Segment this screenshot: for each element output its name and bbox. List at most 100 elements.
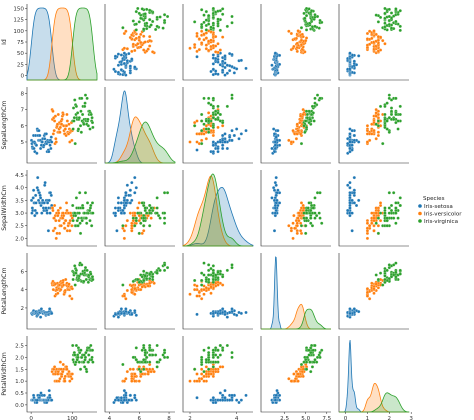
ytick-label-id: 125 (13, 18, 24, 24)
point-iris-versicolor-petalwidthcm-vs-id (70, 377, 74, 381)
point-iris-virginica-sepallengthcm-vs-sepalwidthcm (230, 93, 234, 97)
ytick-label-petallengthcm: 4 (20, 288, 24, 294)
point-iris-virginica-sepalwidthcm-vs-petallengthcm (313, 216, 317, 220)
point-iris-setosa-petalwidthcm-vs-sepallengthcm (133, 396, 137, 400)
point-iris-versicolor-petallengthcm-vs-sepallengthcm (130, 290, 134, 294)
point-iris-versicolor-sepalwidthcm-vs-id (51, 208, 55, 213)
point-iris-setosa-petalwidthcm-vs-id (50, 398, 54, 402)
point-iris-virginica-sepalwidthcm-vs-sepallengthcm (142, 224, 146, 228)
point-iris-virginica-id-vs-petalwidthcm (398, 28, 402, 32)
point-iris-virginica-id-vs-petalwidthcm (394, 7, 398, 11)
point-iris-setosa-sepalwidthcm-vs-petallengthcm (275, 198, 279, 202)
point-iris-setosa-petalwidthcm-vs-sepalwidthcm (244, 393, 248, 397)
point-iris-virginica-petalwidthcm-vs-sepallengthcm (143, 360, 147, 364)
point-iris-virginica-sepallengthcm-vs-petallengthcm (308, 117, 312, 121)
point-iris-virginica-sepalwidthcm-vs-sepallengthcm (155, 206, 159, 210)
point-iris-virginica-sepalwidthcm-vs-sepallengthcm (133, 224, 137, 228)
point-iris-virginica-sepalwidthcm-vs-sepallengthcm (140, 201, 144, 205)
point-iris-virginica-sepallengthcm-vs-id (89, 112, 93, 117)
point-iris-setosa-petallengthcm-vs-sepallengthcm (113, 312, 118, 316)
kde-iris-setosa-sepalwidthcm (182, 186, 254, 247)
point-iris-versicolor-sepallengthcm-vs-petallengthcm (298, 120, 302, 125)
point-iris-setosa-sepalwidthcm-vs-sepallengthcm (127, 193, 131, 197)
point-iris-virginica-id-vs-petalwidthcm (398, 9, 402, 13)
point-iris-virginica-petalwidthcm-vs-petallengthcm (304, 367, 309, 371)
point-iris-setosa-petallengthcm-vs-petalwidthcm (352, 307, 356, 311)
point-iris-virginica-petalwidthcm-vs-sepallengthcm (143, 351, 147, 355)
point-iris-virginica-sepallengthcm-vs-id (76, 127, 81, 131)
point-iris-setosa-sepalwidthcm-vs-sepallengthcm (122, 198, 126, 202)
point-iris-virginica-sepallengthcm-vs-petallengthcm (313, 101, 317, 105)
point-iris-setosa-sepalwidthcm-vs-petalwidthcm (348, 181, 352, 185)
point-iris-versicolor-sepallengthcm-vs-petalwidthcm (370, 122, 374, 126)
point-iris-setosa-petalwidthcm-vs-sepallengthcm (124, 393, 128, 397)
point-iris-virginica-sepallengthcm-vs-id (73, 142, 77, 146)
point-iris-versicolor-petalwidthcm-vs-sepalwidthcm (200, 377, 204, 381)
point-iris-versicolor-petalwidthcm-vs-id (63, 379, 67, 383)
legend-label-iris-versicolor: Iris-versicolor (424, 212, 462, 218)
point-iris-virginica-petalwidthcm-vs-sepalwidthcm (225, 343, 229, 348)
point-iris-setosa-sepalwidthcm-vs-petalwidthcm (350, 229, 354, 233)
point-iris-versicolor-sepalwidthcm-vs-petallengthcm (298, 214, 302, 218)
point-iris-virginica-id-vs-sepalwidthcm (230, 21, 234, 25)
point-iris-setosa-sepalwidthcm-vs-petalwidthcm (350, 198, 354, 202)
point-iris-virginica-sepalwidthcm-vs-petallengthcm (304, 211, 309, 215)
point-iris-virginica-petallengthcm-vs-sepalwidthcm (193, 278, 197, 283)
point-iris-setosa-sepalwidthcm-vs-petallengthcm (274, 193, 278, 197)
point-iris-setosa-sepalwidthcm-vs-id (46, 229, 51, 233)
ytick-label-id: 50 (17, 51, 25, 57)
point-iris-setosa-id-vs-sepallengthcm (133, 65, 137, 69)
point-iris-setosa-sepalwidthcm-vs-id (49, 193, 53, 197)
point-iris-versicolor-sepalwidthcm-vs-id (62, 214, 66, 218)
point-iris-virginica-sepallengthcm-vs-sepalwidthcm (204, 127, 208, 131)
point-iris-virginica-id-vs-sepallengthcm (136, 6, 140, 11)
point-iris-versicolor-id-vs-petalwidthcm (376, 35, 380, 39)
ytick-label-sepallengthcm: 6 (20, 124, 24, 130)
point-iris-setosa-sepalwidthcm-vs-petalwidthcm (352, 191, 356, 195)
point-iris-virginica-sepalwidthcm-vs-id (85, 221, 89, 225)
point-iris-versicolor-petalwidthcm-vs-id (65, 367, 69, 371)
point-iris-virginica-petalwidthcm-vs-petallengthcm (308, 360, 312, 364)
point-iris-versicolor-petalwidthcm-vs-sepallengthcm (128, 367, 132, 371)
point-iris-versicolor-sepallengthcm-vs-id (65, 119, 69, 123)
point-iris-setosa-sepalwidthcm-vs-id (34, 201, 38, 205)
point-iris-virginica-id-vs-petalwidthcm (398, 24, 402, 28)
point-iris-setosa-sepalwidthcm-vs-id (29, 198, 34, 202)
point-iris-setosa-sepallengthcm-vs-sepalwidthcm (218, 140, 222, 144)
point-iris-versicolor-sepallengthcm-vs-sepalwidthcm (221, 124, 225, 128)
point-iris-virginica-sepalwidthcm-vs-petalwidthcm (385, 219, 389, 223)
point-iris-setosa-petalwidthcm-vs-petallengthcm (277, 393, 282, 397)
point-iris-virginica-sepalwidthcm-vs-sepallengthcm (149, 206, 153, 210)
point-iris-virginica-petallengthcm-vs-sepalwidthcm (200, 283, 204, 287)
point-iris-setosa-sepalwidthcm-vs-id (31, 188, 36, 192)
point-iris-versicolor-id-vs-petallengthcm (296, 29, 300, 33)
point-iris-setosa-sepallengthcm-vs-petallengthcm (274, 135, 278, 139)
point-iris-virginica-sepalwidthcm-vs-petallengthcm (317, 211, 321, 215)
point-iris-virginica-id-vs-sepallengthcm (158, 15, 162, 19)
xtick-label-id: 100 (67, 416, 78, 420)
point-iris-virginica-sepallengthcm-vs-id (83, 93, 88, 97)
point-iris-setosa-petallengthcm-vs-sepalwidthcm (232, 312, 236, 316)
xtick-label-sepalwidthcm: 2 (188, 416, 192, 420)
ytick-label-petalwidthcm: 2.0 (15, 355, 24, 361)
point-iris-versicolor-sepalwidthcm-vs-sepallengthcm (122, 229, 126, 233)
point-iris-setosa-petalwidthcm-vs-sepallengthcm (122, 398, 126, 402)
point-iris-versicolor-sepalwidthcm-vs-id (54, 219, 58, 223)
kde-iris-virginica-sepallengthcm (105, 121, 176, 164)
ytick-label-sepalwidthcm: 4.5 (15, 173, 24, 179)
point-iris-versicolor-sepalwidthcm-vs-id (52, 216, 56, 220)
point-iris-versicolor-sepallengthcm-vs-petalwidthcm (376, 133, 380, 138)
point-iris-versicolor-id-vs-sepalwidthcm (204, 43, 208, 47)
point-iris-virginica-sepallengthcm-vs-sepalwidthcm (211, 125, 215, 130)
point-iris-versicolor-sepalwidthcm-vs-petallengthcm (295, 231, 299, 235)
point-iris-virginica-petallengthcm-vs-sepallengthcm (162, 263, 167, 267)
point-iris-virginica-petallengthcm-vs-sepalwidthcm (207, 263, 211, 267)
point-iris-setosa-sepallengthcm-vs-petalwidthcm (348, 150, 352, 154)
point-iris-versicolor-sepallengthcm-vs-sepalwidthcm (204, 124, 208, 128)
point-iris-virginica-id-vs-petallengthcm (299, 26, 304, 30)
point-iris-versicolor-sepalwidthcm-vs-sepallengthcm (137, 201, 141, 205)
point-iris-setosa-petallengthcm-vs-sepallengthcm (116, 315, 121, 319)
panel-axes-sepalwidthcm-petallengthcm (260, 170, 331, 247)
point-iris-virginica-petallengthcm-vs-id (73, 283, 77, 287)
